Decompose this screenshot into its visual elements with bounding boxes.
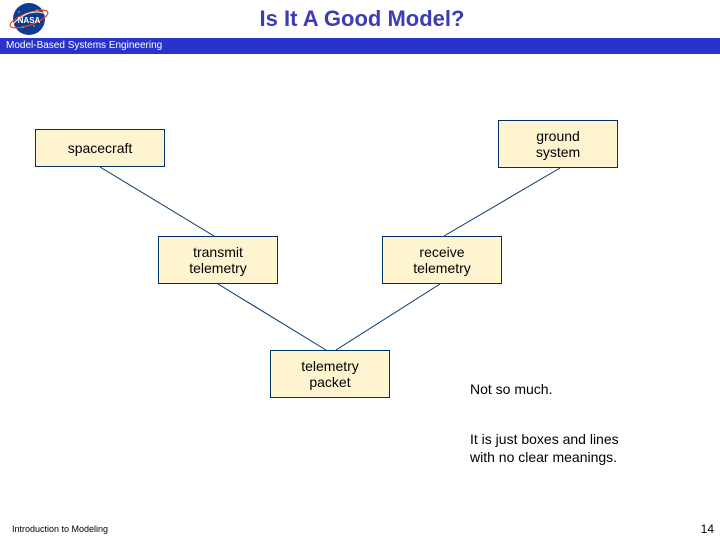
diagram-edge: [336, 284, 440, 350]
node-receive: receivetelemetry: [382, 236, 502, 284]
svg-text:NASA: NASA: [18, 16, 41, 25]
node-spacecraft: spacecraft: [35, 129, 165, 167]
comment-c1: Not so much.: [470, 380, 552, 398]
section-subtitle-bar: Model-Based Systems Engineering: [0, 38, 720, 54]
diagram-edge: [218, 284, 326, 350]
diagram-stage: spacecraft groundsystem transmittelemetry r…: [0, 54, 720, 484]
page-title: Is It A Good Model?: [54, 6, 720, 32]
diagram-edges: [0, 54, 720, 484]
node-packet: telemetrypacket: [270, 350, 390, 398]
diagram-edge: [444, 168, 560, 236]
diagram-edge: [100, 167, 214, 236]
nasa-logo: NASA: [4, 2, 54, 36]
comment-c2: It is just boxes and lineswith no clear …: [470, 430, 619, 466]
footer-left: Introduction to Modeling: [12, 524, 108, 534]
node-transmit: transmittelemetry: [158, 236, 278, 284]
node-ground: groundsystem: [498, 120, 618, 168]
page-number: 14: [701, 522, 714, 536]
